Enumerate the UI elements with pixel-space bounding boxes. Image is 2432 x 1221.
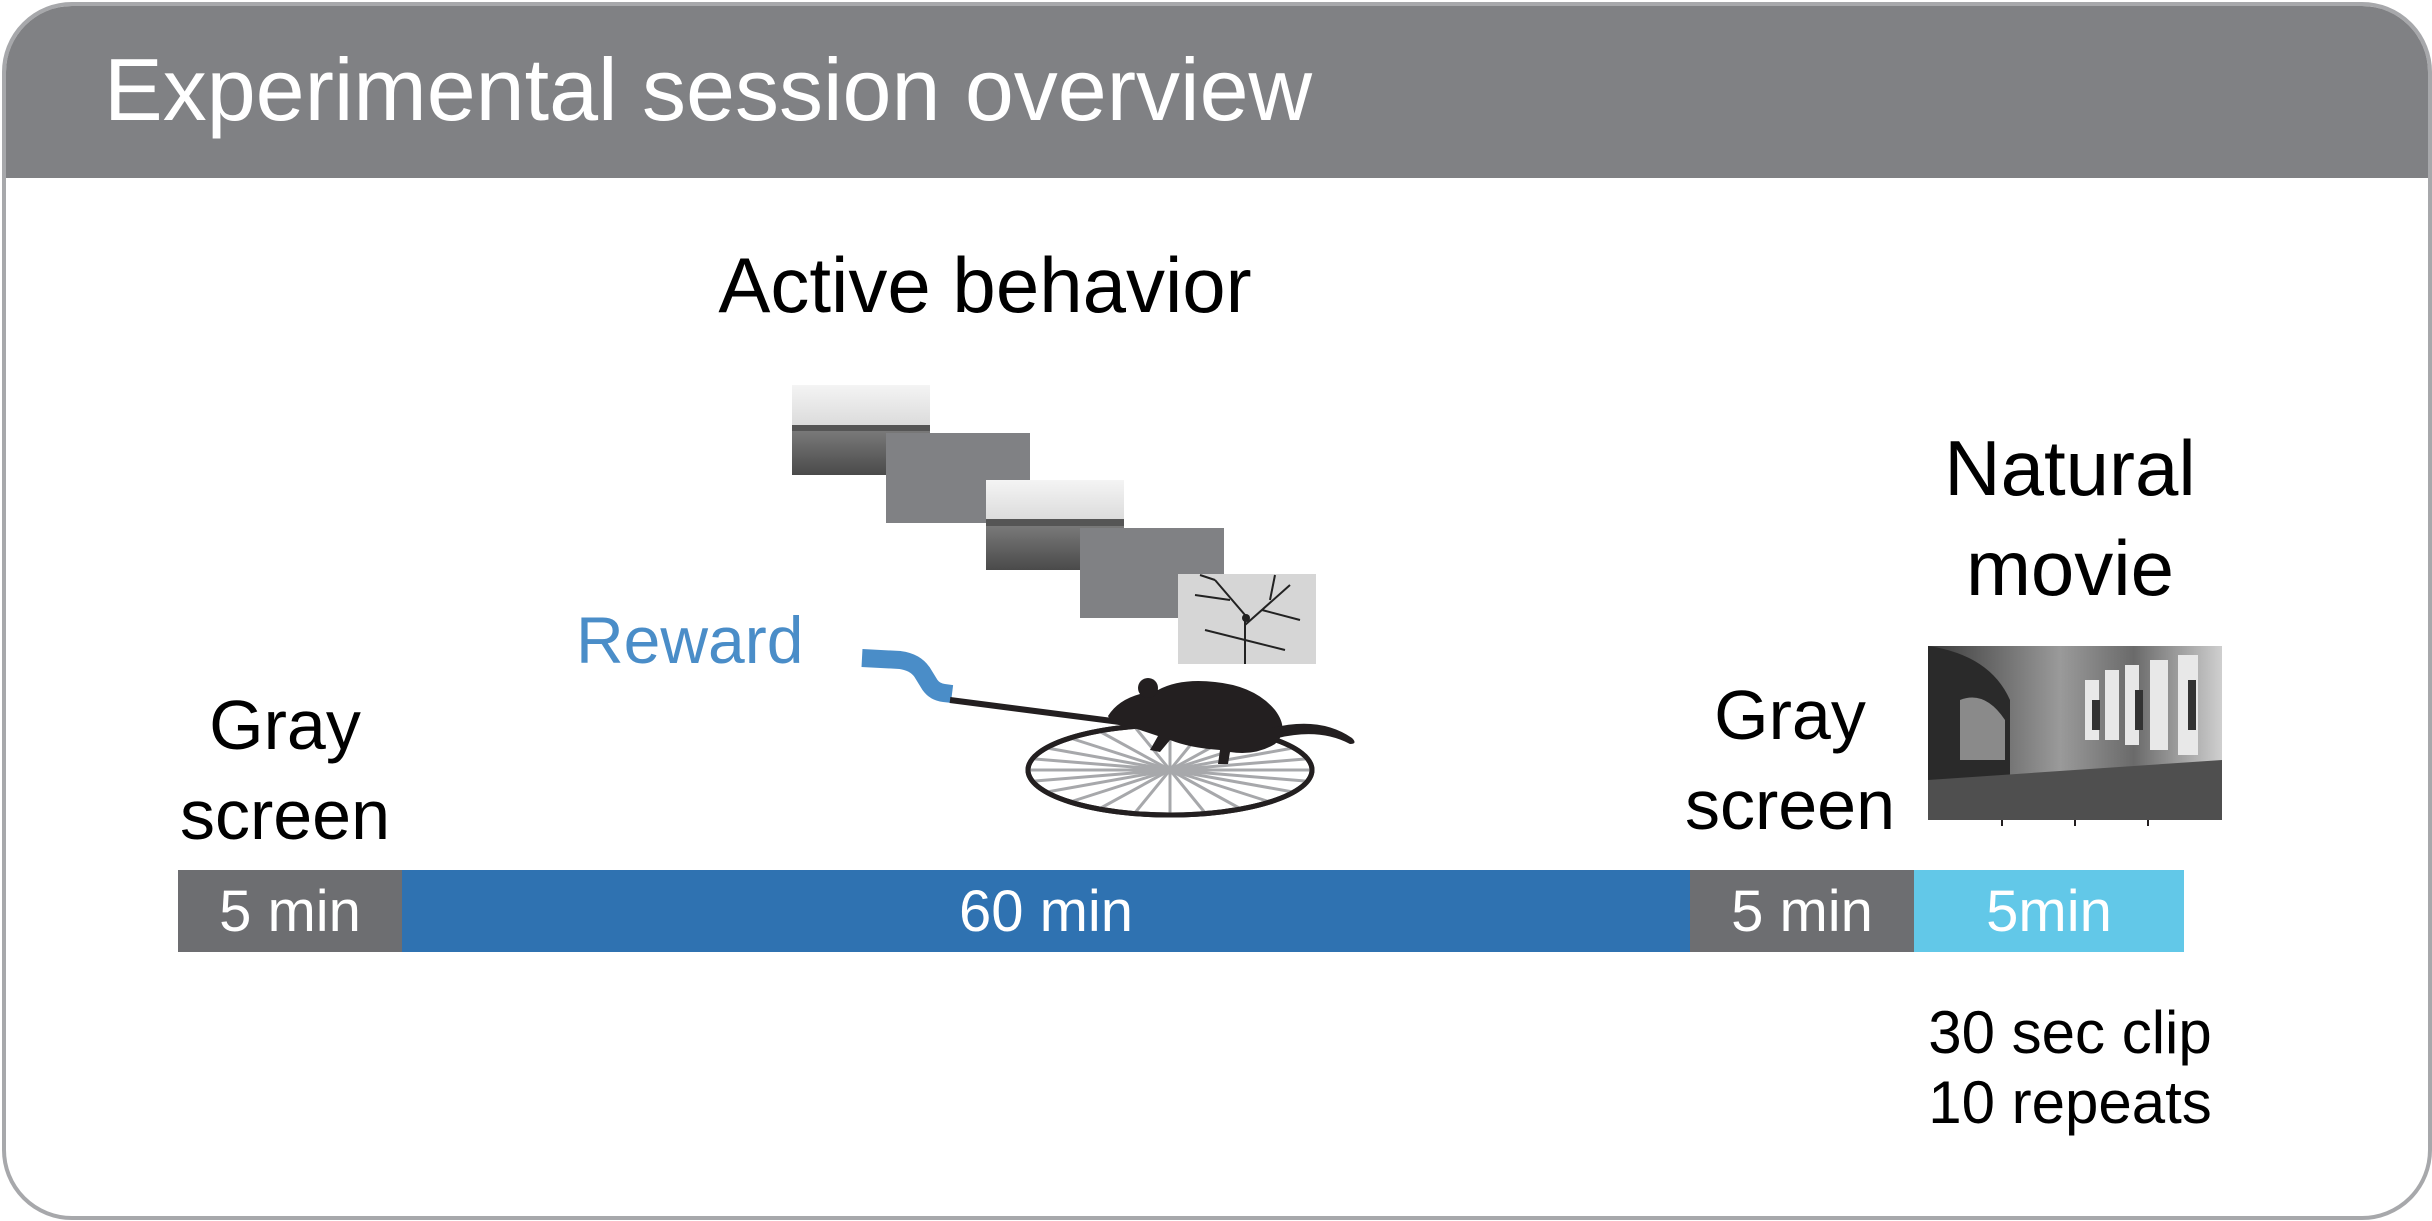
reward-spout-icon [861, 649, 954, 703]
timeline-segment: 60 min [402, 870, 1690, 952]
timeline-segment: 5 min [178, 870, 402, 952]
clip-info-label: 30 sec clip 10 repeats [1928, 999, 2212, 1136]
gray-screen-label-1: Gray screen [179, 686, 391, 854]
session-timeline: 5 min 60 min 5 min 5min [178, 870, 2184, 952]
active-behavior-label: Active behavior [718, 241, 1252, 329]
timeline-segment: 5 min [1690, 870, 1914, 952]
gray-screen-label-2: Gray screen [1684, 676, 1896, 844]
mouse-icon [1108, 678, 1355, 764]
page-title: Experimental session overview [104, 40, 1313, 139]
natural-movie-label: Natural movie [1944, 424, 2196, 612]
lick-tube [949, 697, 1121, 725]
tree-branches-photo-icon [1178, 574, 1316, 664]
timeline-segment: 5min [1914, 870, 2184, 952]
header-bar: Experimental session overview [6, 6, 2428, 178]
street-movie-frame-icon [1928, 646, 2222, 826]
reward-label: Reward [576, 603, 804, 677]
